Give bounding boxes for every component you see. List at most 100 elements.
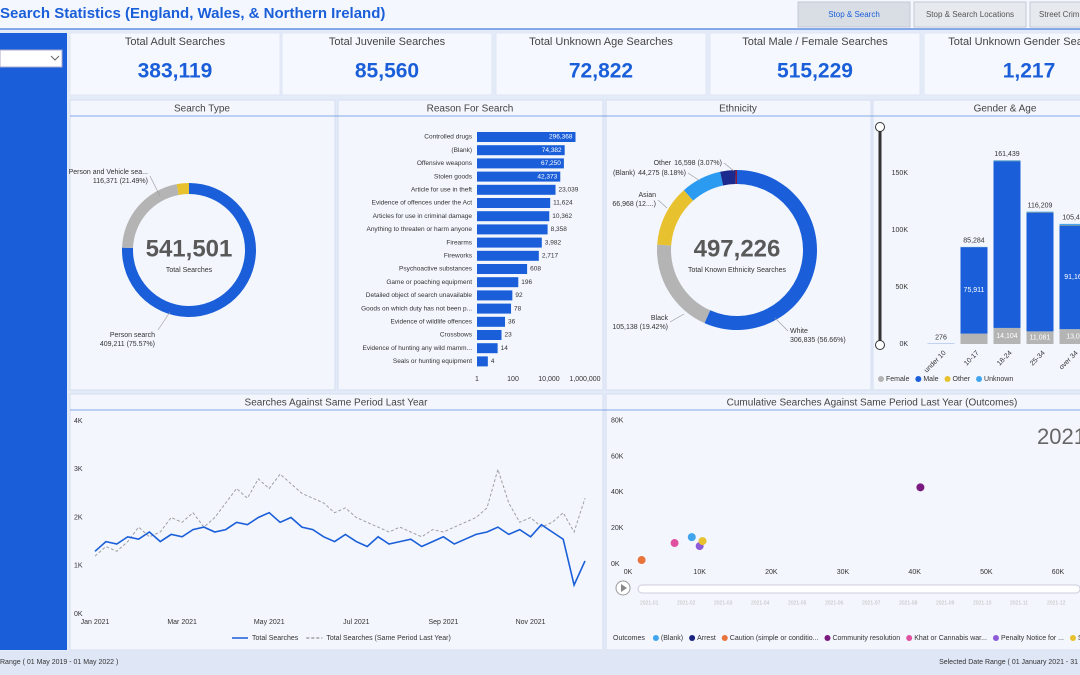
category-label: (Blank)	[451, 147, 472, 154]
x-tick-label: 10K	[693, 569, 706, 576]
bar	[477, 330, 502, 340]
leader-line	[669, 313, 685, 323]
center-value: 497,226	[694, 235, 781, 262]
bar-segment	[1059, 329, 1080, 344]
x-tick-label: 10,000	[538, 376, 560, 383]
value-label: 196	[521, 279, 532, 286]
x-tick-label: 60K	[1052, 569, 1065, 576]
value-label: 42,373	[537, 173, 557, 180]
dropdown[interactable]	[0, 49, 63, 68]
bar	[477, 316, 506, 327]
bar	[477, 250, 539, 261]
bar	[477, 171, 561, 182]
tab-label[interactable]: Street Crim	[1039, 10, 1080, 19]
bar	[477, 132, 576, 142]
x-tick-label: Jan 2021	[81, 619, 110, 626]
segment-label: 13,0	[1066, 333, 1080, 340]
legend-marker	[976, 376, 983, 382]
leader-line	[657, 199, 668, 209]
slice-label: Other 16,598 (3.07%)	[654, 160, 722, 167]
x-tick-label: Mar 2021	[167, 619, 197, 626]
legend-title: Outcomes	[613, 635, 645, 642]
value-label: 8,358	[551, 226, 568, 233]
value-label: 608	[530, 266, 541, 273]
bar-segment	[993, 327, 1021, 344]
play-axis-label: 2021-02	[677, 600, 696, 606]
kpi-label: Total Unknown Gender Searches	[948, 36, 1080, 48]
play-axis-label: 2021-12	[1047, 600, 1066, 606]
kpi-card	[281, 32, 493, 96]
center-label: Total Searches	[166, 267, 213, 274]
chart-title: Ethnicity	[719, 104, 757, 115]
y-tick-label: 20K	[611, 525, 624, 532]
page-title: Search Statistics (England, Wales, & Nor…	[0, 5, 385, 22]
y-tick-label: 0K	[899, 341, 908, 348]
slider-handle[interactable]	[875, 340, 885, 350]
legend-marker	[992, 635, 999, 641]
play-icon[interactable]	[621, 584, 627, 592]
value-label: 92	[515, 292, 523, 299]
legend-marker	[1069, 635, 1076, 641]
y-tick-label: 0K	[74, 611, 83, 618]
slice-value: 16,598 (3.07%)	[674, 160, 722, 167]
bar-segment	[1059, 223, 1080, 225]
play-axis-label: 2021-08	[899, 600, 918, 606]
slice-value: 105,138 (19.42%)	[612, 324, 668, 331]
donut-slice	[704, 170, 817, 330]
category-label: Seals or hunting equipment	[393, 358, 472, 365]
center-value: 541,501	[146, 235, 233, 262]
slider-handle[interactable]	[875, 122, 885, 132]
slice-name: Other	[654, 160, 672, 167]
footer-text: Selected Date Range ( 01 January 2021 - …	[939, 659, 1078, 666]
play-axis-label: 2021-06	[825, 600, 844, 606]
value-label: 67,250	[541, 160, 561, 167]
value-label: 4	[491, 358, 495, 365]
bar	[477, 198, 551, 208]
category-label: Psychoactive substances	[399, 266, 473, 273]
segment-label: 11,081	[1030, 335, 1051, 342]
sidebar	[0, 33, 67, 650]
total-label: 116,209	[1028, 202, 1053, 209]
y-tick-label: 100K	[892, 227, 909, 234]
bar	[477, 343, 498, 354]
y-tick-label: 0K	[611, 561, 620, 568]
panel	[605, 393, 1080, 651]
footer-bar	[0, 651, 1080, 675]
tab-label[interactable]: Stop & Search Locations	[926, 10, 1014, 19]
y-tick-label: 40K	[611, 489, 624, 496]
slice-label: (Blank) 44,275 (8.18%)	[613, 170, 686, 177]
kpi-value: 85,560	[355, 60, 419, 83]
value-label: 10,362	[552, 213, 572, 220]
value-label: 14	[501, 345, 509, 352]
legend-marker	[944, 376, 951, 382]
bar-segment	[993, 160, 1021, 161]
donut-slice	[176, 183, 189, 195]
bar-segment	[960, 333, 988, 344]
scatter-point	[916, 483, 925, 492]
category-label: Evidence of hunting any wild mamm...	[363, 345, 473, 352]
bar	[477, 356, 488, 367]
slice-name: White	[790, 328, 808, 335]
tab[interactable]	[1029, 1, 1080, 28]
legend-label: Total Searches (Same Period Last Year)	[326, 635, 451, 642]
slice-value: 306,835 (56.66%)	[790, 337, 846, 344]
play-axis-label: 2021-07	[862, 600, 881, 606]
play-label: 2021	[1037, 424, 1080, 449]
leader-line	[157, 311, 171, 331]
category-label: Game or poaching equipment	[386, 279, 472, 286]
play-axis-label: 2021-03	[714, 600, 733, 606]
tab[interactable]	[797, 1, 911, 28]
legend-marker	[652, 635, 659, 641]
x-tick-label: May 2021	[254, 619, 285, 626]
leader-line	[723, 162, 735, 172]
tab-label[interactable]: Stop & Search	[828, 10, 880, 19]
x-tick-label: Jul 2021	[343, 619, 370, 626]
play-track[interactable]	[637, 584, 1080, 594]
dropdown-chevron[interactable]	[50, 55, 60, 61]
donut-slice	[657, 190, 694, 246]
legend-label: Khat or Cannabis war...	[914, 635, 987, 642]
value-label: 74,382	[542, 147, 562, 154]
legend-marker	[824, 635, 831, 641]
tab[interactable]	[913, 1, 1027, 28]
legend-marker	[915, 376, 922, 382]
